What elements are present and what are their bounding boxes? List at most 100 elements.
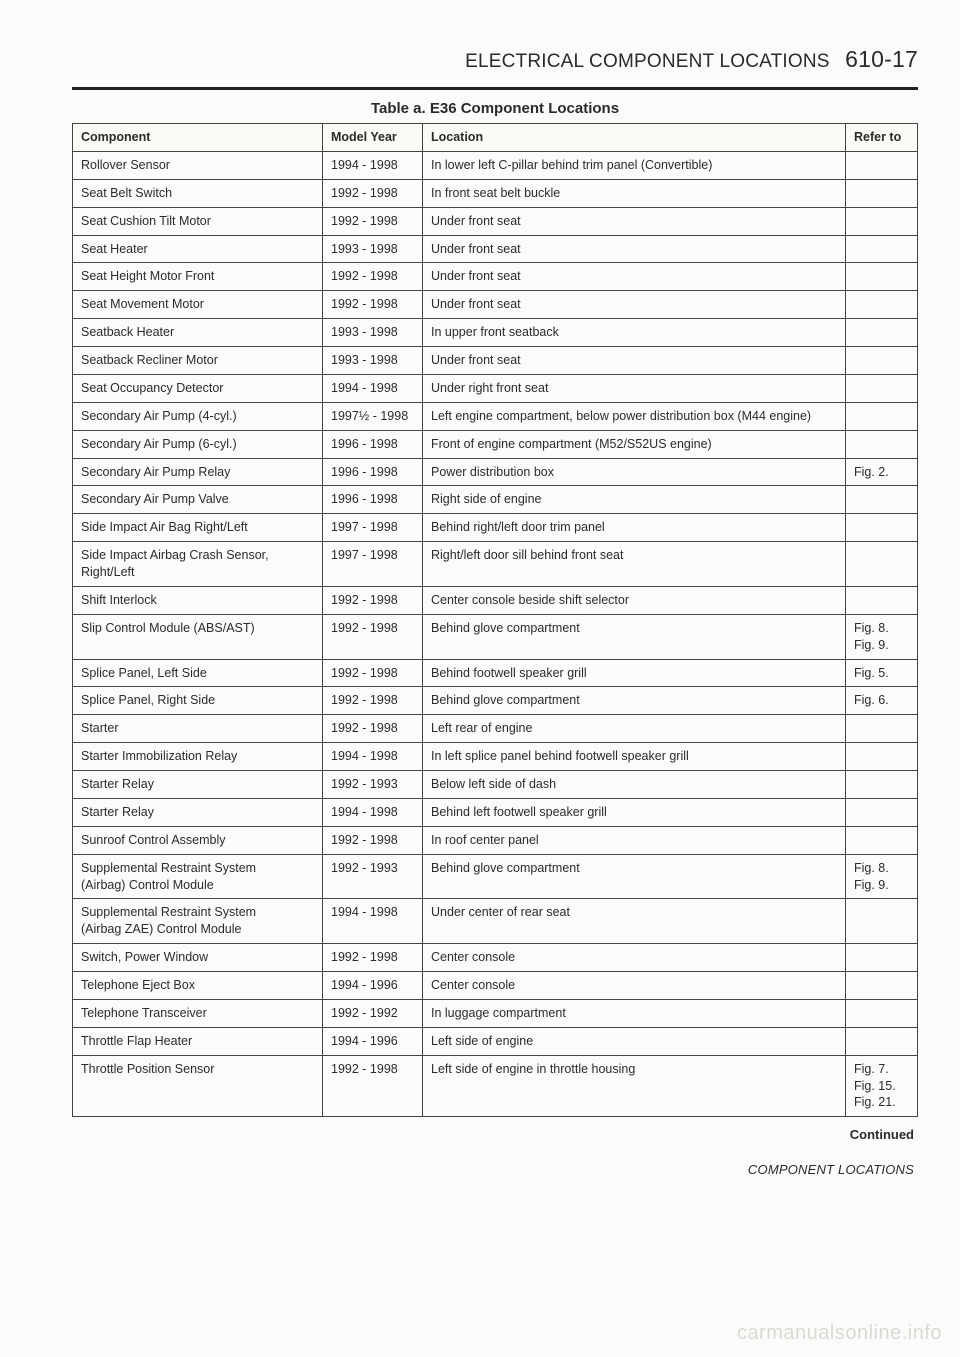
cell-model-year: 1992 - 1998	[323, 614, 423, 659]
cell-component: Throttle Flap Heater	[73, 1027, 323, 1055]
cell-location: Center console	[423, 972, 846, 1000]
continued-label: Continued	[72, 1127, 914, 1142]
page-header: ELECTRICAL COMPONENT LOCATIONS 610-17	[72, 46, 918, 73]
table-row: Secondary Air Pump (4-cyl.)1997½ - 1998L…	[73, 402, 918, 430]
cell-location: Behind glove compartment	[423, 614, 846, 659]
cell-refer-to	[846, 486, 918, 514]
cell-component: Supplemental Restraint System (Airbag ZA…	[73, 899, 323, 944]
cell-refer-to	[846, 542, 918, 587]
cell-component: Splice Panel, Right Side	[73, 687, 323, 715]
table-row: Telephone Transceiver1992 - 1992In lugga…	[73, 999, 918, 1027]
cell-component: Slip Control Module (ABS/AST)	[73, 614, 323, 659]
cell-model-year: 1997½ - 1998	[323, 402, 423, 430]
cell-refer-to: Fig. 8. Fig. 9.	[846, 854, 918, 899]
cell-location: Right/left door sill behind front seat	[423, 542, 846, 587]
cell-refer-to	[846, 743, 918, 771]
cell-component: Starter	[73, 715, 323, 743]
table-row: Seatback Recliner Motor1993 - 1998Under …	[73, 347, 918, 375]
cell-component: Telephone Eject Box	[73, 972, 323, 1000]
cell-model-year: 1992 - 1998	[323, 179, 423, 207]
cell-model-year: 1992 - 1998	[323, 263, 423, 291]
cell-model-year: 1994 - 1998	[323, 798, 423, 826]
cell-model-year: 1994 - 1998	[323, 743, 423, 771]
cell-model-year: 1997 - 1998	[323, 542, 423, 587]
cell-component: Starter Immobilization Relay	[73, 743, 323, 771]
cell-location: In luggage compartment	[423, 999, 846, 1027]
cell-location: In upper front seatback	[423, 319, 846, 347]
cell-location: Behind glove compartment	[423, 854, 846, 899]
table-row: Starter1992 - 1998Left rear of engine	[73, 715, 918, 743]
col-header-component: Component	[73, 124, 323, 152]
cell-model-year: 1996 - 1998	[323, 458, 423, 486]
cell-location: Left side of engine	[423, 1027, 846, 1055]
cell-model-year: 1992 - 1993	[323, 771, 423, 799]
cell-component: Side Impact Air Bag Right/Left	[73, 514, 323, 542]
cell-component: Secondary Air Pump (4-cyl.)	[73, 402, 323, 430]
cell-location: Center console	[423, 944, 846, 972]
section-title: ELECTRICAL COMPONENT LOCATIONS	[465, 51, 830, 72]
cell-component: Secondary Air Pump Relay	[73, 458, 323, 486]
footer-section-label: COMPONENT LOCATIONS	[72, 1162, 914, 1177]
col-header-location: Location	[423, 124, 846, 152]
cell-location: Under front seat	[423, 235, 846, 263]
cell-model-year: 1992 - 1998	[323, 586, 423, 614]
cell-refer-to	[846, 291, 918, 319]
cell-model-year: 1992 - 1998	[323, 207, 423, 235]
table-row: Side Impact Air Bag Right/Left1997 - 199…	[73, 514, 918, 542]
cell-component: Shift Interlock	[73, 586, 323, 614]
table-row: Supplemental Restraint System (Airbag) C…	[73, 854, 918, 899]
table-row: Starter Relay1992 - 1993Below left side …	[73, 771, 918, 799]
cell-refer-to	[846, 586, 918, 614]
cell-component: Seatback Heater	[73, 319, 323, 347]
cell-refer-to	[846, 263, 918, 291]
cell-location: Under front seat	[423, 347, 846, 375]
cell-location: Under front seat	[423, 207, 846, 235]
cell-model-year: 1992 - 1998	[323, 291, 423, 319]
cell-refer-to	[846, 235, 918, 263]
cell-model-year: 1992 - 1993	[323, 854, 423, 899]
cell-component: Supplemental Restraint System (Airbag) C…	[73, 854, 323, 899]
cell-refer-to: Fig. 7. Fig. 15. Fig. 21.	[846, 1055, 918, 1117]
table-row: Splice Panel, Right Side1992 - 1998Behin…	[73, 687, 918, 715]
cell-model-year: 1994 - 1998	[323, 899, 423, 944]
page: ELECTRICAL COMPONENT LOCATIONS 610-17 Ta…	[0, 0, 960, 1357]
cell-location: In lower left C-pillar behind trim panel…	[423, 151, 846, 179]
cell-refer-to	[846, 771, 918, 799]
cell-refer-to: Fig. 8. Fig. 9.	[846, 614, 918, 659]
table-row: Supplemental Restraint System (Airbag ZA…	[73, 899, 918, 944]
cell-location: Behind left footwell speaker grill	[423, 798, 846, 826]
table-row: Shift Interlock1992 - 1998Center console…	[73, 586, 918, 614]
cell-component: Secondary Air Pump (6-cyl.)	[73, 430, 323, 458]
cell-refer-to	[846, 999, 918, 1027]
table-row: Seat Cushion Tilt Motor1992 - 1998Under …	[73, 207, 918, 235]
table-row: Switch, Power Window1992 - 1998Center co…	[73, 944, 918, 972]
cell-location: Under front seat	[423, 263, 846, 291]
table-row: Seat Heater1993 - 1998Under front seat	[73, 235, 918, 263]
cell-model-year: 1992 - 1998	[323, 1055, 423, 1117]
table-row: Seatback Heater1993 - 1998In upper front…	[73, 319, 918, 347]
cell-component: Splice Panel, Left Side	[73, 659, 323, 687]
table-row: Throttle Flap Heater1994 - 1996Left side…	[73, 1027, 918, 1055]
cell-location: Under right front seat	[423, 374, 846, 402]
table-row: Rollover Sensor1994 - 1998In lower left …	[73, 151, 918, 179]
cell-location: Below left side of dash	[423, 771, 846, 799]
cell-location: Right side of engine	[423, 486, 846, 514]
cell-model-year: 1992 - 1998	[323, 659, 423, 687]
table-title: Table a. E36 Component Locations	[72, 100, 918, 117]
cell-model-year: 1993 - 1998	[323, 235, 423, 263]
table-header-row: Component Model Year Location Refer to	[73, 124, 918, 152]
cell-refer-to	[846, 715, 918, 743]
table-row: Secondary Air Pump Valve1996 - 1998Right…	[73, 486, 918, 514]
cell-model-year: 1992 - 1998	[323, 715, 423, 743]
table-row: Secondary Air Pump Relay1996 - 1998Power…	[73, 458, 918, 486]
table-row: Starter Relay1994 - 1998Behind left foot…	[73, 798, 918, 826]
cell-location: Behind right/left door trim panel	[423, 514, 846, 542]
cell-component: Side Impact Airbag Crash Sensor, Right/L…	[73, 542, 323, 587]
cell-refer-to	[846, 402, 918, 430]
col-header-refer-to: Refer to	[846, 124, 918, 152]
cell-model-year: 1996 - 1998	[323, 430, 423, 458]
cell-component: Seatback Recliner Motor	[73, 347, 323, 375]
cell-location: Behind footwell speaker grill	[423, 659, 846, 687]
cell-component: Starter Relay	[73, 798, 323, 826]
cell-component: Seat Cushion Tilt Motor	[73, 207, 323, 235]
